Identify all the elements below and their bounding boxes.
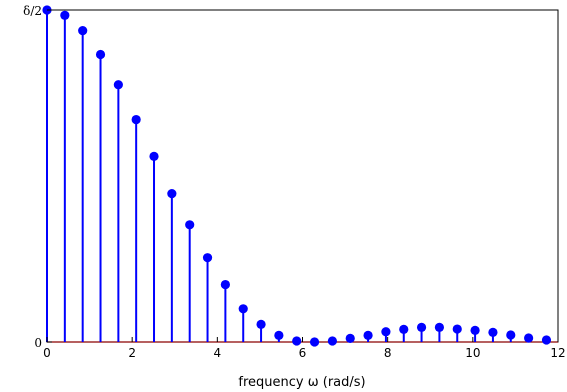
stem-marker — [541, 335, 552, 345]
stem-marker — [274, 330, 284, 340]
stem-marker — [363, 330, 373, 340]
x-tick-label: 0 — [43, 346, 51, 360]
stem-marker — [506, 330, 516, 340]
x-tick-label: 8 — [384, 346, 392, 360]
stem-marker — [185, 220, 195, 230]
x-tick-label: 10 — [465, 346, 480, 360]
stem-marker — [434, 322, 445, 332]
x-tick-label: 6 — [299, 346, 307, 360]
stem-marker — [327, 336, 337, 346]
stem-marker — [167, 188, 177, 199]
stem-marker — [470, 325, 480, 335]
x-axis-label: frequency ω (rad/s) — [238, 375, 365, 390]
plot-frame — [46, 9, 559, 343]
stem-marker — [292, 336, 302, 346]
stem-marker — [309, 337, 320, 347]
stem-marker — [95, 49, 106, 60]
stem-marker — [488, 327, 498, 337]
x-tick-label: 12 — [550, 346, 565, 360]
stem-marker — [78, 25, 88, 36]
x-tick-label: 4 — [214, 346, 222, 360]
stem-marker — [202, 253, 213, 263]
y-tick-label: δ/2 — [23, 4, 42, 18]
stem-marker — [220, 279, 230, 290]
x-tick-label: 2 — [128, 346, 136, 360]
stem-marker — [149, 151, 159, 162]
stem-marker — [256, 319, 266, 330]
y-tick-label: 0 — [34, 336, 42, 350]
stem-marker — [416, 322, 427, 332]
stem-marker — [238, 304, 248, 314]
stem-marker — [345, 333, 355, 343]
stem-marker — [131, 114, 141, 125]
stem-marker — [381, 327, 391, 337]
stem-marker — [113, 80, 123, 90]
stem-marker — [452, 324, 462, 334]
stem-marker — [524, 333, 534, 343]
stem-marker — [399, 324, 409, 334]
stem-marker — [60, 10, 70, 20]
